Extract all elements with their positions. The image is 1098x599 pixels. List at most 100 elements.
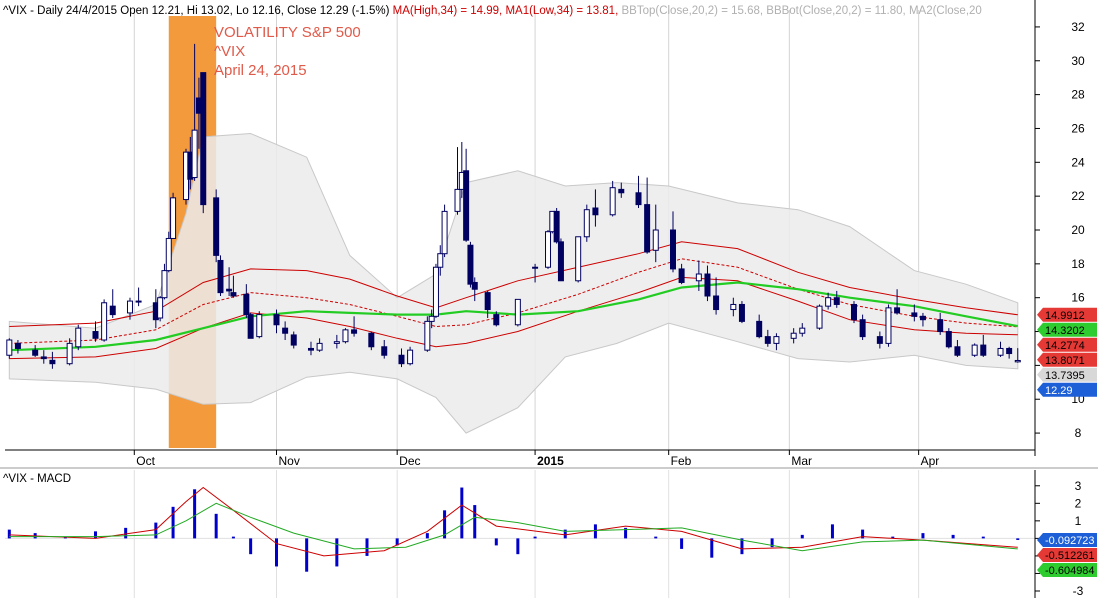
x-axis: Oct Nov Dec 2015 Feb Mar Apr: [5, 449, 1035, 468]
macd-y-tick-label: 1: [1075, 514, 1082, 528]
chart-header-text: ^VIX - Daily 24/4/2015 Open 12.21, Hi 13…: [3, 5, 982, 17]
candle-down: [859, 319, 866, 338]
macd-histogram-bar: [680, 538, 684, 549]
value-badge-label: 14.3202: [1045, 325, 1085, 337]
macd-line: [9, 486, 1018, 557]
macd-histogram-bar: [533, 536, 537, 539]
moving-averages: [9, 241, 1019, 360]
x-tick-label: Nov: [279, 454, 300, 468]
value-badge: 13.7395: [1037, 367, 1097, 382]
value-badge-label: 12.29: [1045, 385, 1073, 397]
value-badge: 13.8071: [1037, 352, 1097, 367]
value-badge-bg: [1037, 322, 1097, 337]
x-tick-label: Feb: [671, 454, 692, 468]
candle-up: [191, 129, 198, 179]
candle-down: [493, 314, 500, 326]
macd-histogram-bar: [94, 531, 98, 539]
macd-histogram-bar: [624, 527, 628, 539]
header-segment: MA1(Low,34) = 13.81,: [502, 5, 618, 17]
candle-down: [471, 281, 478, 290]
macd-value-badge: -0.512261: [1037, 548, 1097, 563]
candle-up: [170, 197, 177, 239]
y-tick-label: 22: [1071, 189, 1085, 203]
x-tick-label: Mar: [791, 454, 812, 468]
candle-up: [437, 253, 444, 268]
macd-y-tick-label: 3: [1075, 479, 1082, 493]
candle-down: [678, 268, 685, 283]
candle-down: [756, 320, 763, 338]
macd-histogram-bar: [460, 487, 464, 539]
value-badge-bg: [1037, 382, 1097, 397]
macd-histogram-bar: [214, 513, 218, 539]
candle-down: [876, 336, 883, 344]
candle-down: [553, 210, 560, 243]
macd-value-badge: -0.604984: [1037, 563, 1097, 578]
annotation: VOLATILITY S&P 500 ^VIX April 24, 2015: [214, 24, 361, 79]
macd-histogram-bar: [830, 524, 834, 539]
candle-down: [92, 331, 99, 339]
candle-down: [980, 344, 987, 356]
macd-histogram-bar: [395, 538, 399, 546]
candle-down: [557, 241, 564, 282]
candle-down: [764, 336, 771, 344]
macd-histogram: [7, 487, 1020, 572]
macd-y-tick-label: -3: [1073, 584, 1084, 598]
y-tick-label: 20: [1071, 223, 1085, 237]
macd-histogram-bar: [494, 538, 498, 546]
candle-up: [165, 237, 172, 272]
candle-up: [514, 298, 521, 326]
candle-down: [592, 207, 599, 216]
value-badge: 14.3202: [1037, 322, 1097, 337]
candle-up: [441, 210, 448, 255]
candle-down: [635, 192, 642, 206]
candle-down: [618, 188, 625, 194]
macd-grid: [5, 470, 1035, 598]
candle-down: [217, 259, 224, 294]
macd-lines: [9, 486, 1018, 557]
candle-up: [316, 342, 323, 351]
candle-up: [825, 297, 832, 307]
candle-up: [583, 209, 590, 238]
macd-histogram-bar: [335, 538, 339, 567]
candle-up: [161, 270, 168, 299]
value-badge: 14.9912: [1037, 307, 1097, 322]
macd-panel: ^VIX - MACD 3 2 1 -3 -0.092723 -0.512261 -0.6…: [3, 470, 1097, 598]
candle-up: [885, 307, 892, 344]
macd-histogram-bar: [425, 533, 429, 539]
macd-histogram-bar: [740, 538, 744, 555]
candle-up: [424, 320, 431, 351]
candle-up: [256, 314, 263, 338]
macd-histogram-bar: [171, 506, 175, 539]
macd-histogram-bar: [443, 510, 447, 539]
macd-histogram-bar: [305, 538, 309, 572]
y-tick-label: 28: [1071, 88, 1085, 102]
y-tick-label: 24: [1071, 155, 1085, 169]
candle-down: [467, 244, 474, 285]
candle-down: [398, 354, 405, 365]
candle-down: [243, 293, 250, 316]
macd-value-badge: -0.092723: [1037, 533, 1097, 548]
ma-mid-line: [9, 258, 1018, 344]
candle-up: [773, 336, 780, 344]
candle-up: [695, 273, 702, 282]
candle-down: [213, 197, 220, 256]
main-panel: ^VIX - Daily 24/4/2015 Open 12.21, Hi 13…: [3, 0, 1097, 468]
x-tick-label: Apr: [921, 454, 940, 468]
value-badge-label: 13.8071: [1045, 355, 1085, 367]
macd-histogram-bar: [154, 522, 158, 539]
header-segment: BBTop(Close,20,2) = 15.68,: [618, 5, 763, 17]
macd-value-badge-bg: [1037, 563, 1097, 578]
candle-up: [545, 231, 552, 268]
candle-up: [971, 344, 978, 356]
signal-line: [9, 502, 1018, 552]
value-badge-bg: [1037, 307, 1097, 322]
candle-down: [713, 295, 720, 311]
candle-down: [833, 297, 840, 305]
candle-down: [273, 314, 280, 326]
y-tick-label: 32: [1071, 20, 1085, 34]
macd-title: ^VIX - MACD: [3, 473, 71, 485]
macd-histogram-bar: [249, 538, 253, 555]
candle-up: [532, 266, 539, 269]
macd-histogram-bar: [861, 529, 865, 539]
